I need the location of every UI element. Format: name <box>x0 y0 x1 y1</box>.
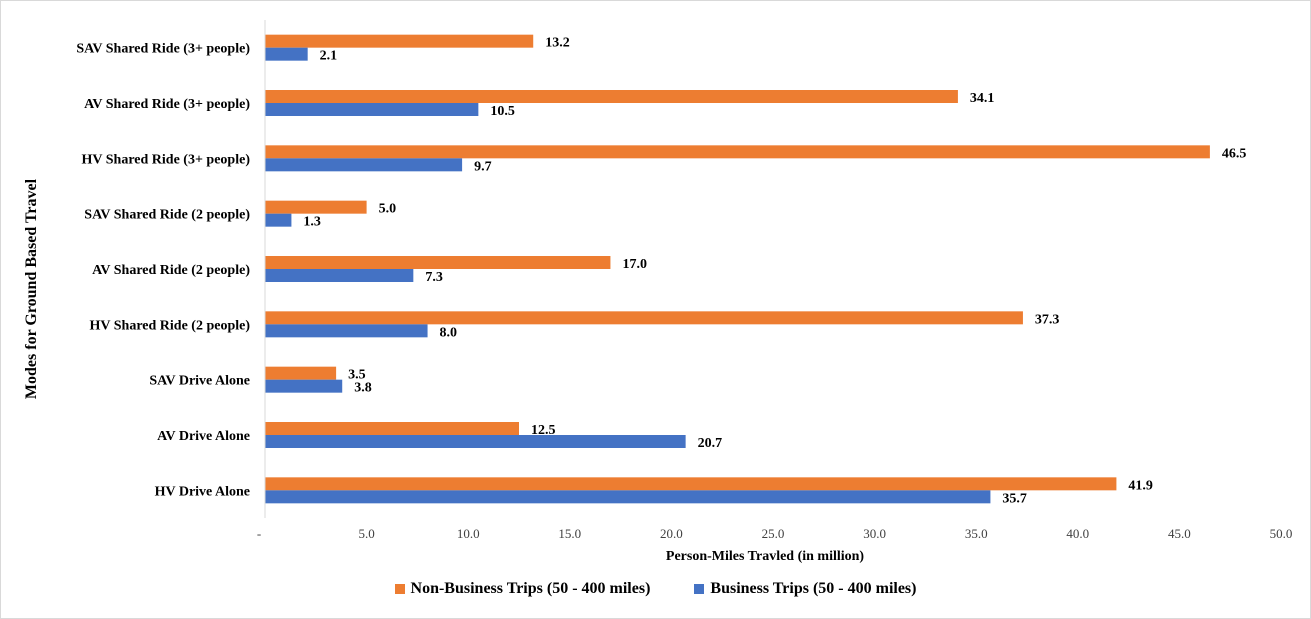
legend-label-business: Business Trips (50 - 400 miles) <box>710 580 917 597</box>
data-label-business: 8.0 <box>440 325 458 340</box>
legend-item-business: Business Trips (50 - 400 miles) <box>694 580 916 598</box>
data-label-business: 9.7 <box>474 159 492 174</box>
category-labels: SAV Shared Ride (3+ people) AV Shared Rid… <box>76 42 250 500</box>
category-label: HV Drive Alone <box>155 484 250 499</box>
category-label: SAV Drive Alone <box>149 374 250 389</box>
bar-business <box>265 47 308 61</box>
bar-non-business <box>265 477 1117 491</box>
x-tick-label: 35.0 <box>965 526 988 541</box>
category-label: HV Shared Ride (2 people) <box>90 318 251 333</box>
x-axis-ticks: - 5.0 10.0 15.0 20.0 25.0 30.0 35.0 40.0 45.0 50.0 <box>257 526 1293 541</box>
data-label-business: 7.3 <box>425 270 443 285</box>
x-tick-label: 45.0 <box>1168 526 1191 541</box>
bar-non-business <box>265 200 367 214</box>
bar-non-business <box>265 34 534 48</box>
data-label-non-business: 12.5 <box>531 423 556 438</box>
data-label-non-business: 46.5 <box>1222 146 1247 161</box>
y-axis-title: Modes for Ground Based Travel <box>23 178 40 399</box>
bar-non-business <box>265 422 519 435</box>
data-label-business: 35.7 <box>1002 491 1027 506</box>
x-tick-label: 15.0 <box>558 526 581 541</box>
data-label-non-business: 34.1 <box>970 91 995 106</box>
legend: Non-Business Trips (50 - 400 miles) Busi… <box>0 580 1311 598</box>
data-label-business: 1.3 <box>303 215 321 230</box>
category-label: AV Drive Alone <box>157 429 250 444</box>
legend-swatch-business <box>694 584 705 594</box>
bar-business <box>265 490 991 504</box>
x-tick-label: 25.0 <box>762 526 785 541</box>
data-label-business: 3.8 <box>354 381 372 396</box>
data-label-business: 20.7 <box>698 436 723 451</box>
bar-business <box>265 324 428 338</box>
data-label-business: 10.5 <box>490 104 515 119</box>
data-labels: 13.2 2.1 34.1 10.5 46.5 9.7 5.0 1.3 17.0 7.3 37.3 8… <box>303 36 1246 507</box>
bar-business <box>265 158 463 172</box>
category-label: AV Shared Ride (3+ people) <box>84 97 250 112</box>
bar-non-business <box>265 90 958 103</box>
data-label-non-business: 3.5 <box>348 368 366 383</box>
bar-business <box>265 213 292 227</box>
x-tick-label: 30.0 <box>863 526 886 541</box>
data-label-non-business: 5.0 <box>379 202 397 217</box>
bar-non-business <box>265 366 337 380</box>
data-label-non-business: 41.9 <box>1128 478 1153 493</box>
legend-label-non-business: Non-Business Trips (50 - 400 miles) <box>410 580 651 597</box>
bars <box>265 34 1210 504</box>
bar-non-business <box>265 256 611 269</box>
x-tick-label: 10.0 <box>457 526 480 541</box>
bar-non-business <box>265 145 1210 159</box>
bar-business <box>265 269 414 282</box>
x-tick-label: 5.0 <box>358 526 374 541</box>
bar-non-business <box>265 311 1023 325</box>
bar-business <box>265 379 343 393</box>
x-tick-label: 20.0 <box>660 526 683 541</box>
data-label-business: 2.1 <box>320 49 338 64</box>
bar-business <box>265 103 479 116</box>
bar-chart: SAV Shared Ride (3+ people) AV Shared Rid… <box>23 20 1293 564</box>
category-label: SAV Shared Ride (2 people) <box>84 208 250 223</box>
category-label: SAV Shared Ride (3+ people) <box>76 42 250 57</box>
legend-swatch-non-business <box>394 584 405 594</box>
legend-item-non-business: Non-Business Trips (50 - 400 miles) <box>394 580 651 598</box>
x-tick-label: 40.0 <box>1066 526 1089 541</box>
data-label-non-business: 13.2 <box>545 36 570 51</box>
category-label: AV Shared Ride (2 people) <box>92 263 250 278</box>
data-label-non-business: 17.0 <box>622 257 647 272</box>
bar-business <box>265 435 686 448</box>
x-tick-label: 50.0 <box>1270 526 1293 541</box>
data-label-non-business: 37.3 <box>1035 312 1060 327</box>
x-tick-label: - <box>257 526 261 541</box>
category-label: HV Shared Ride (3+ people) <box>82 152 251 167</box>
x-axis-title: Person-Miles Travled (in million) <box>666 549 865 564</box>
